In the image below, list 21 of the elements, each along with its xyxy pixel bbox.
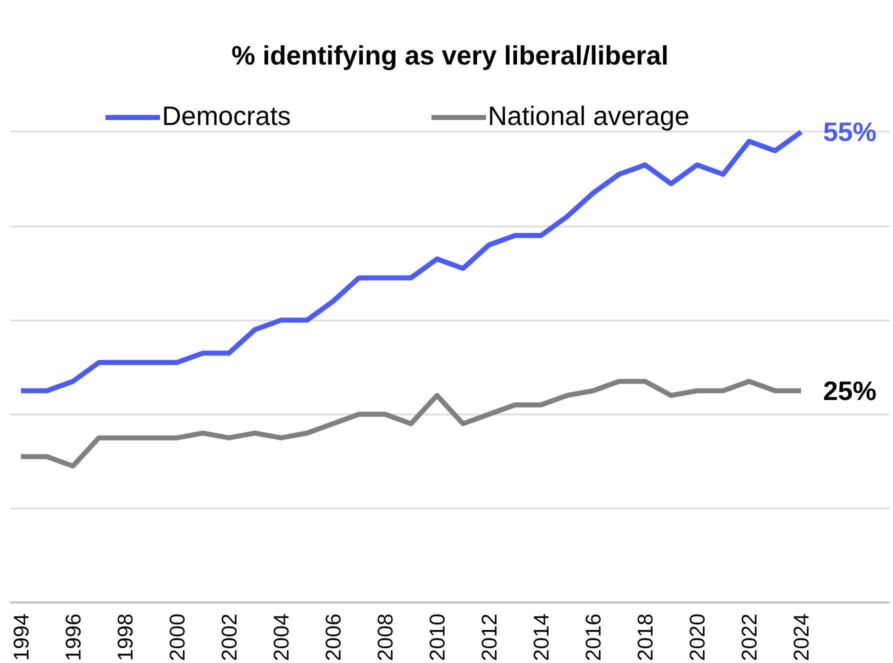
x-tick-label: 1994 [9, 613, 34, 661]
x-tick-label: 2022 [738, 613, 762, 661]
x-tick-label: 1996 [61, 613, 86, 661]
chart-title: % identifying as very liberal/liberal [231, 40, 669, 70]
x-tick-label: 2020 [686, 613, 710, 661]
legend-label: Democrats [162, 101, 291, 132]
legend-label: National average [488, 101, 690, 132]
x-tick-label: 2006 [321, 613, 346, 661]
x-tick-label: 2004 [269, 613, 294, 661]
x-tick-label: 2000 [165, 613, 190, 661]
x-tick-label: 2024 [790, 613, 814, 661]
x-tick-label: 2016 [582, 613, 606, 661]
x-tick-label: 2002 [217, 613, 242, 661]
x-tick-label: 2010 [425, 613, 450, 661]
x-tick-label: 2008 [373, 613, 398, 661]
x-tick-label: 1998 [113, 613, 138, 661]
x-tick-label: 2018 [634, 613, 658, 661]
annotation: 25% [823, 376, 876, 406]
x-tick-label: 2012 [478, 613, 502, 661]
x-tick-label: 2014 [530, 613, 554, 661]
annotation: 55% [823, 116, 876, 147]
